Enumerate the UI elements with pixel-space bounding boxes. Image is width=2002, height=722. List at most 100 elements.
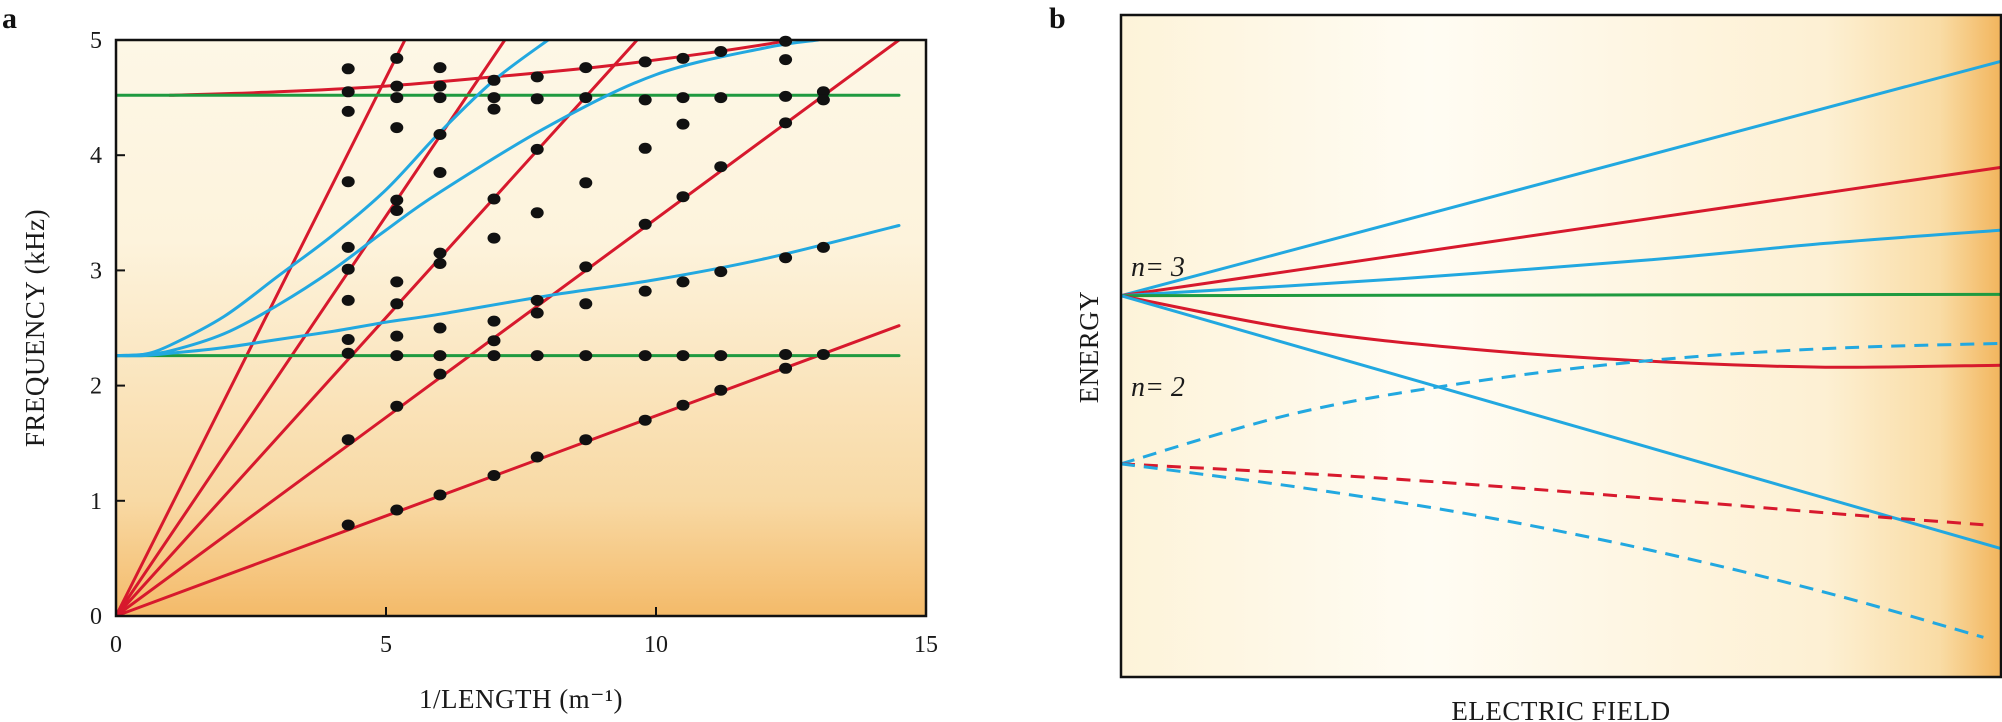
red-line-3 bbox=[116, 40, 639, 616]
data-point bbox=[530, 207, 544, 219]
data-point bbox=[433, 167, 447, 178]
data-point bbox=[638, 218, 652, 230]
data-point bbox=[433, 247, 447, 259]
x-tick-label: 10 bbox=[644, 632, 668, 658]
data-point bbox=[638, 414, 652, 426]
data-point bbox=[390, 205, 404, 216]
data-point bbox=[816, 86, 830, 98]
y-tick-label: 1 bbox=[90, 489, 102, 515]
panel-a-plot-area bbox=[116, 40, 926, 616]
data-point bbox=[816, 241, 830, 253]
red-line-1 bbox=[116, 324, 901, 616]
data-point bbox=[579, 434, 593, 446]
data-point bbox=[341, 63, 355, 75]
data-point bbox=[530, 294, 544, 306]
panel-b-letter: b bbox=[1049, 2, 1066, 35]
data-point bbox=[341, 176, 355, 188]
data-point bbox=[779, 90, 793, 102]
data-point bbox=[714, 161, 728, 173]
data-point bbox=[579, 350, 593, 362]
data-point bbox=[341, 347, 355, 359]
data-point bbox=[676, 276, 690, 288]
data-point bbox=[341, 334, 355, 345]
data-point bbox=[530, 350, 544, 362]
y-tick-label: 4 bbox=[90, 143, 102, 169]
data-point bbox=[487, 193, 501, 205]
n3-blue-mid bbox=[1121, 228, 2001, 298]
data-point bbox=[714, 384, 728, 396]
data-point bbox=[676, 399, 690, 411]
data-point bbox=[390, 504, 404, 516]
n3-blue-down bbox=[1121, 294, 2001, 551]
data-point bbox=[676, 350, 690, 362]
data-point bbox=[638, 56, 652, 68]
data-point bbox=[390, 330, 404, 342]
data-point bbox=[579, 62, 593, 74]
data-point bbox=[638, 94, 652, 106]
data-point bbox=[676, 92, 690, 104]
data-point bbox=[714, 92, 728, 104]
data-point bbox=[341, 105, 355, 117]
y-tick-label: 3 bbox=[90, 258, 102, 284]
data-point bbox=[676, 52, 690, 64]
y-tick-label: 2 bbox=[90, 374, 102, 400]
data-point bbox=[433, 62, 447, 74]
data-point bbox=[433, 489, 447, 501]
data-point bbox=[390, 350, 404, 362]
data-point bbox=[433, 368, 447, 380]
data-point bbox=[390, 298, 404, 310]
data-point bbox=[433, 129, 447, 140]
data-point bbox=[341, 434, 355, 446]
panel-a-ticks: 0 5 10 15 0 1 2 3 4 5 bbox=[90, 28, 938, 658]
n2-blue-up bbox=[1121, 341, 2001, 466]
data-point bbox=[579, 261, 593, 273]
data-point bbox=[433, 92, 447, 104]
data-point bbox=[341, 86, 355, 98]
data-point bbox=[579, 92, 593, 104]
panel-b-series bbox=[1121, 59, 2001, 639]
x-tick-label: 0 bbox=[110, 632, 122, 658]
blue-curve-2 bbox=[116, 40, 820, 358]
data-point bbox=[390, 52, 404, 64]
data-point bbox=[341, 263, 355, 275]
data-point bbox=[779, 54, 793, 66]
panel-b-ylabel: ENERGY bbox=[1074, 291, 1104, 404]
data-point bbox=[487, 92, 501, 104]
n3-red-down bbox=[1121, 294, 2001, 369]
panel-a-letter: a bbox=[2, 2, 17, 35]
y-tick-label: 0 bbox=[90, 604, 102, 630]
data-point bbox=[390, 122, 404, 134]
data-point bbox=[779, 117, 793, 129]
x-tick-label: 15 bbox=[914, 632, 938, 658]
data-point bbox=[530, 143, 544, 155]
data-point bbox=[779, 252, 793, 264]
label-n3: n= 3 bbox=[1131, 252, 1185, 283]
panel-a: a 0 5 10 15 0 1 2 3 4 5 1/LENGTH (m⁻¹) FREQUENCY … bbox=[2, 2, 938, 714]
data-point bbox=[638, 142, 652, 154]
panel-b-xlabel: ELECTRIC FIELD bbox=[1451, 696, 1670, 722]
data-point bbox=[487, 232, 501, 244]
data-point bbox=[487, 315, 501, 327]
data-point bbox=[390, 92, 404, 104]
n3-green bbox=[1121, 292, 2001, 298]
red-line-2 bbox=[116, 40, 901, 616]
data-point bbox=[487, 335, 501, 347]
data-point bbox=[779, 362, 793, 374]
data-point bbox=[341, 294, 355, 306]
data-point bbox=[816, 94, 830, 106]
panel-b-frame bbox=[1119, 13, 2002, 679]
data-point bbox=[487, 350, 501, 362]
panel-a-frame bbox=[114, 38, 928, 618]
data-point bbox=[816, 349, 830, 360]
n3-red-up bbox=[1121, 165, 2001, 298]
y-tick-label: 5 bbox=[90, 28, 102, 54]
data-point bbox=[433, 258, 447, 269]
data-point bbox=[579, 298, 593, 310]
data-point bbox=[530, 307, 544, 319]
data-point bbox=[341, 519, 355, 531]
data-point bbox=[638, 350, 652, 362]
panel-a-series bbox=[116, 40, 901, 616]
n3-blue-up bbox=[1121, 59, 2001, 298]
data-point bbox=[714, 350, 728, 362]
red-line-5 bbox=[116, 40, 407, 616]
